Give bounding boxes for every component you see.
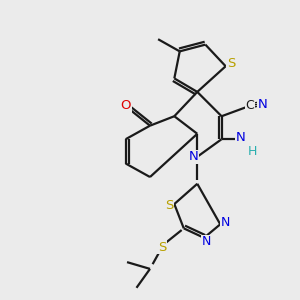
Text: S: S	[227, 57, 235, 70]
Text: N: N	[188, 150, 198, 163]
Text: H: H	[248, 145, 257, 158]
Text: N: N	[221, 217, 230, 230]
Text: S: S	[158, 241, 166, 254]
Text: N: N	[202, 236, 212, 248]
Text: C: C	[246, 99, 254, 112]
Text: N: N	[257, 98, 267, 111]
Text: S: S	[165, 199, 173, 212]
Text: N: N	[236, 131, 245, 144]
Text: O: O	[120, 99, 131, 112]
